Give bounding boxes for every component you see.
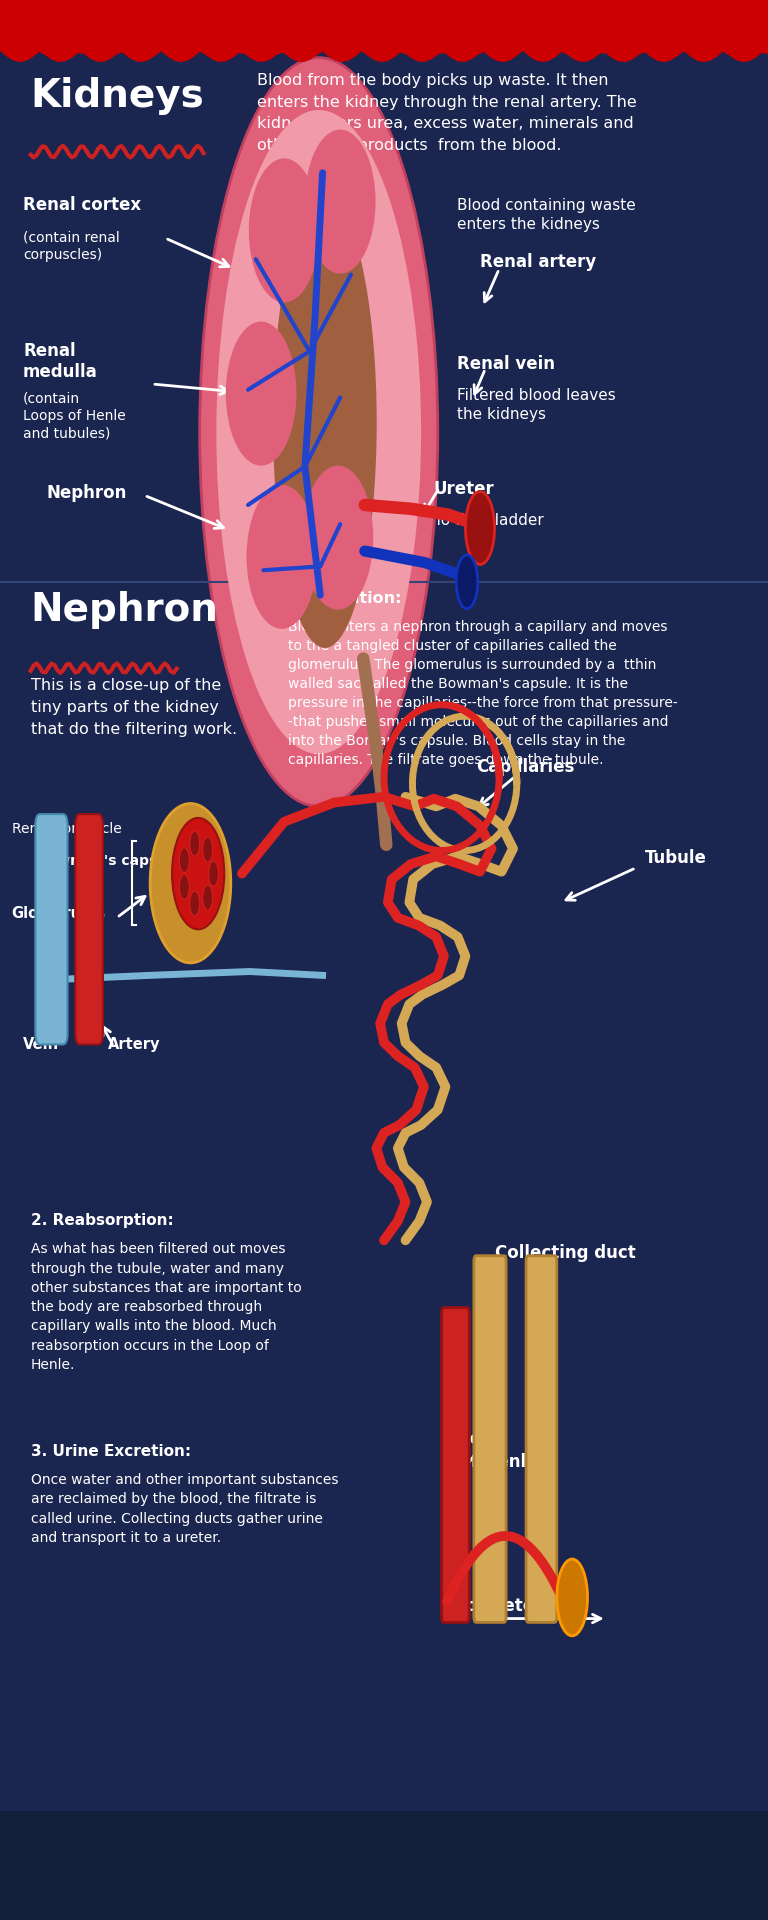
Text: Vein: Vein	[23, 1037, 59, 1052]
Text: Loop
of Henle: Loop of Henle	[459, 1430, 538, 1471]
FancyBboxPatch shape	[474, 1256, 506, 1622]
Circle shape	[179, 849, 189, 874]
Text: ♥ Medivizor: ♥ Medivizor	[27, 1828, 129, 1843]
FancyBboxPatch shape	[35, 814, 68, 1044]
Text: Renal cortex: Renal cortex	[23, 196, 141, 213]
Text: As what has been filtered out moves
through the tubule, water and many
other sub: As what has been filtered out moves thro…	[31, 1242, 302, 1373]
Ellipse shape	[303, 467, 373, 611]
Text: Artery: Artery	[108, 1037, 160, 1052]
Circle shape	[203, 837, 213, 862]
Text: Bowman's capsule: Bowman's capsule	[37, 854, 181, 868]
Text: (contain
Loops of Henle
and tubules): (contain Loops of Henle and tubules)	[23, 392, 126, 440]
Ellipse shape	[273, 198, 376, 647]
FancyBboxPatch shape	[442, 1308, 469, 1622]
Text: Blood enters a nephron through a capillary and moves
to the a tangled cluster of: Blood enters a nephron through a capilla…	[288, 620, 677, 766]
Circle shape	[465, 492, 495, 564]
Text: Renal vein: Renal vein	[457, 355, 555, 372]
FancyBboxPatch shape	[75, 814, 103, 1044]
Ellipse shape	[200, 58, 438, 806]
Text: Blood from the body picks up waste. It then
enters the kidney through the renal : Blood from the body picks up waste. It t…	[257, 73, 637, 154]
Text: Collecting duct: Collecting duct	[495, 1244, 636, 1261]
Text: Tubule: Tubule	[645, 849, 707, 866]
Text: Once water and other important substances
are reclaimed by the blood, the filtra: Once water and other important substance…	[31, 1473, 338, 1546]
Ellipse shape	[305, 131, 376, 273]
FancyBboxPatch shape	[0, 1811, 768, 1920]
Circle shape	[190, 891, 200, 916]
Text: Kidneys: Kidneys	[31, 77, 204, 115]
Text: To ureter: To ureter	[457, 1597, 542, 1615]
Ellipse shape	[172, 818, 224, 929]
Circle shape	[179, 874, 189, 899]
Text: To the bladder: To the bladder	[434, 513, 544, 528]
Text: Renal
medulla: Renal medulla	[23, 342, 98, 380]
Text: Filtered blood leaves
the kidneys: Filtered blood leaves the kidneys	[457, 388, 616, 422]
Ellipse shape	[226, 321, 296, 465]
Circle shape	[203, 885, 213, 910]
Ellipse shape	[249, 159, 319, 303]
Text: https://www.kidneycenter.pitt.edu/: https://www.kidneycenter.pitt.edu/	[261, 1828, 442, 1837]
Text: 3. Urine Excretion:: 3. Urine Excretion:	[31, 1444, 190, 1459]
Text: 2. Reabsorption:: 2. Reabsorption:	[31, 1213, 174, 1229]
Circle shape	[557, 1559, 588, 1636]
Text: Renal artery: Renal artery	[480, 253, 596, 271]
Text: Glomerulus: Glomerulus	[12, 906, 106, 922]
Ellipse shape	[247, 486, 317, 630]
Text: Renal corpuscle: Renal corpuscle	[12, 822, 121, 835]
Circle shape	[456, 555, 478, 609]
Text: This is a close-up of the
tiny parts of the kidney
that do the filtering work.: This is a close-up of the tiny parts of …	[31, 678, 237, 737]
Text: 1. Filtration:: 1. Filtration:	[288, 591, 402, 607]
Text: (contain renal
corpuscles): (contain renal corpuscles)	[23, 230, 120, 261]
Text: Nephron: Nephron	[31, 591, 219, 630]
Ellipse shape	[151, 803, 230, 964]
Text: Ureter: Ureter	[434, 480, 495, 497]
Text: https://smart.servier.com/smart_image/nephron-2/: https://smart.servier.com/smart_image/ne…	[261, 1862, 526, 1874]
Text: Nephron: Nephron	[46, 484, 127, 501]
Ellipse shape	[217, 109, 421, 755]
Circle shape	[190, 831, 200, 856]
FancyBboxPatch shape	[526, 1256, 557, 1622]
Text: Capillaries: Capillaries	[476, 758, 574, 776]
Text: Blood containing waste
enters the kidneys: Blood containing waste enters the kidney…	[457, 198, 636, 232]
Circle shape	[209, 860, 218, 887]
